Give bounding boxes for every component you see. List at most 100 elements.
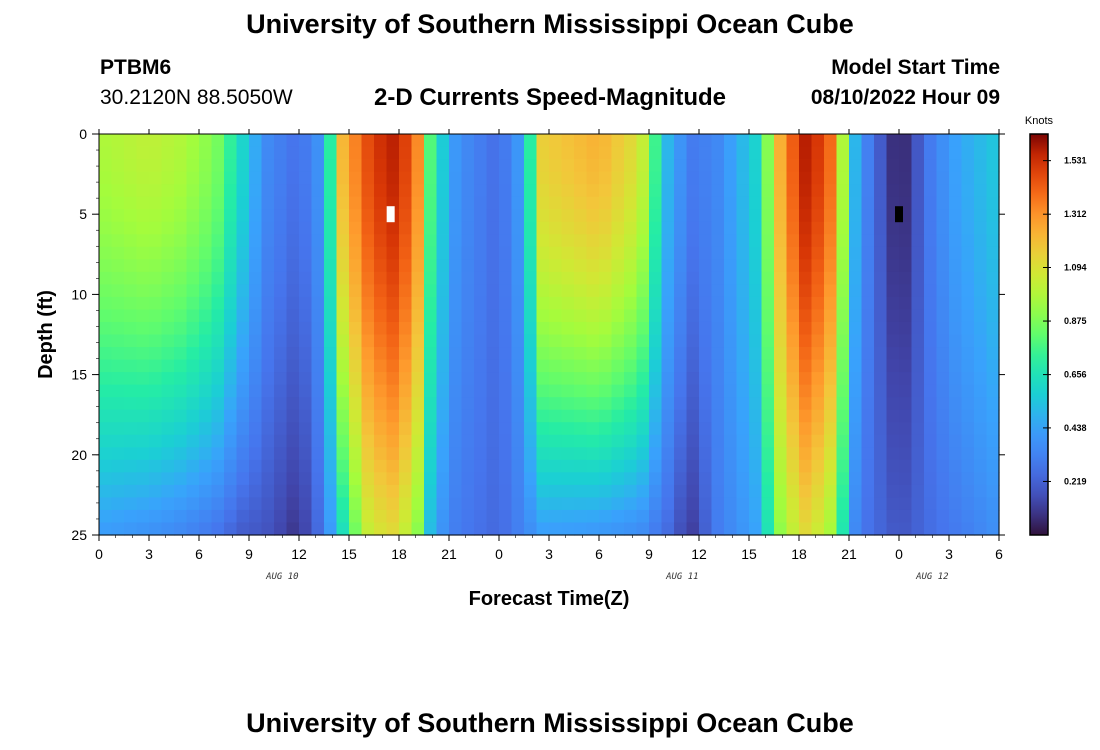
heatmap-cell: [674, 397, 688, 411]
heatmap-cell: [924, 397, 938, 411]
heatmap-cell: [836, 196, 850, 210]
heatmap-cell: [211, 246, 225, 260]
heatmap-cell: [824, 397, 838, 411]
heatmap-cell: [974, 522, 988, 536]
heatmap-cell: [299, 359, 313, 373]
heatmap-cell: [386, 359, 400, 373]
heatmap-cell: [486, 209, 500, 223]
heatmap-cell: [211, 334, 225, 348]
heatmap-cell: [586, 246, 600, 260]
x-tick-label: 18: [791, 546, 807, 562]
heatmap-cell: [736, 434, 750, 448]
heatmap-cell: [911, 509, 925, 524]
heatmap-cell: [449, 409, 463, 423]
heatmap-cell: [674, 234, 688, 248]
heatmap-cell: [411, 271, 425, 285]
heatmap-cell: [749, 384, 763, 398]
heatmap-cell: [724, 397, 738, 411]
heatmap-cell: [524, 171, 538, 185]
heatmap-cell: [486, 509, 500, 524]
heatmap-cell: [511, 347, 525, 361]
heatmap-cell: [561, 271, 575, 285]
heatmap-cell: [161, 296, 175, 311]
heatmap-cell: [774, 334, 788, 348]
heatmap-cell: [561, 234, 575, 248]
heatmap-cell: [436, 447, 450, 461]
heatmap-cell: [949, 409, 963, 423]
heatmap-cell: [386, 334, 400, 348]
heatmap-cell: [299, 309, 313, 323]
heatmap-cell: [549, 321, 563, 336]
heatmap-cell: [136, 159, 150, 173]
heatmap-cell: [336, 422, 350, 436]
heatmap-cell: [586, 259, 600, 273]
heatmap-cell: [686, 509, 700, 524]
heatmap-cell: [174, 296, 188, 311]
heatmap-cell: [849, 422, 863, 436]
heatmap-cell: [799, 284, 813, 298]
heatmap-cell: [461, 259, 475, 273]
heatmap-cell: [636, 296, 650, 311]
heatmap-cell: [436, 422, 450, 436]
heatmap-cell: [611, 171, 625, 185]
heatmap-cell: [836, 409, 850, 423]
heatmap-cell: [511, 522, 525, 536]
heatmap-cell: [574, 171, 588, 185]
heatmap-cell: [774, 134, 788, 148]
heatmap-cell: [711, 447, 725, 461]
heatmap-cell: [986, 184, 1000, 198]
heatmap-cell: [874, 397, 888, 411]
heatmap-cell: [99, 146, 113, 160]
heatmap-cell: [586, 209, 600, 223]
heatmap-cell: [774, 422, 788, 436]
heatmap-cell: [236, 472, 250, 486]
heatmap-cell: [761, 271, 775, 285]
heatmap-cell: [299, 271, 313, 285]
heatmap-cell: [199, 184, 213, 198]
heatmap-cell: [549, 209, 563, 223]
heatmap-cell: [411, 259, 425, 273]
heatmap-cell: [324, 497, 338, 511]
heatmap-cell: [661, 334, 675, 348]
heatmap-cell: [686, 484, 700, 499]
heatmap-cell: [674, 196, 688, 210]
heatmap-cell: [136, 347, 150, 361]
heatmap-cell: [886, 271, 900, 285]
heatmap-cell: [249, 422, 263, 436]
heatmap-cell: [124, 447, 138, 461]
heatmap-cell: [149, 372, 163, 386]
heatmap-cell: [111, 284, 125, 298]
heatmap-cell: [911, 522, 925, 536]
heatmap-cell: [186, 422, 200, 436]
heatmap-cell: [161, 434, 175, 448]
heatmap-cell: [624, 509, 638, 524]
heatmap-cell: [311, 196, 325, 210]
heatmap-cell: [724, 146, 738, 160]
heatmap-cell: [636, 134, 650, 148]
heatmap-cell: [511, 296, 525, 311]
heatmap-cell: [736, 397, 750, 411]
heatmap-cell: [499, 484, 513, 499]
heatmap-cell: [324, 434, 338, 448]
heatmap-cell: [486, 372, 500, 386]
heatmap-cell: [811, 221, 825, 235]
heatmap-cell: [986, 159, 1000, 173]
heatmap-cell: [99, 309, 113, 323]
heatmap-cell: [361, 134, 375, 148]
heatmap-cell: [299, 134, 313, 148]
heatmap-cell: [686, 359, 700, 373]
heatmap-cell: [474, 246, 488, 260]
heatmap-cell: [961, 509, 975, 524]
heatmap-cell: [649, 284, 663, 298]
heatmap-cell: [611, 134, 625, 148]
heatmap-cell: [799, 472, 813, 486]
heatmap-cell: [961, 334, 975, 348]
heatmap-cell: [899, 146, 913, 160]
heatmap-cell: [186, 284, 200, 298]
heatmap-cell: [574, 447, 588, 461]
heatmap-cell: [574, 321, 588, 336]
heatmap-cell: [986, 522, 1000, 536]
heatmap-cell: [136, 422, 150, 436]
heatmap-cell: [824, 422, 838, 436]
